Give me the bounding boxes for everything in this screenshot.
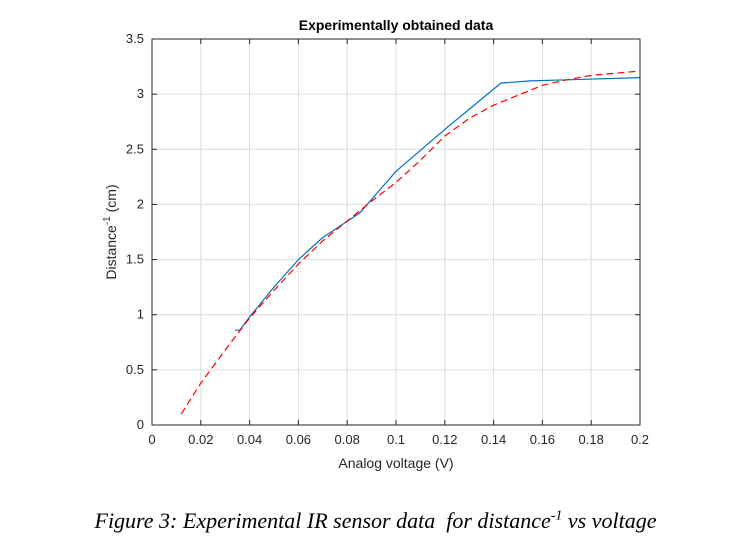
y-tick-label: 1 [137, 307, 144, 322]
x-tick-label: 0.1 [387, 432, 405, 447]
y-axis-title-text: Distance [103, 225, 119, 280]
x-tick-label: 0.06 [286, 432, 311, 447]
x-axis-title: Analog voltage (V) [338, 455, 453, 471]
x-tick-label: 0.2 [631, 432, 649, 447]
y-tick-label: 0.5 [126, 362, 144, 377]
measured-data-line [235, 77, 641, 331]
x-tick-label: 0.04 [237, 432, 262, 447]
x-tick-label: 0.16 [530, 432, 555, 447]
y-tick-labels: 0 0.5 1 1.5 2 2.5 3 3.5 [126, 31, 144, 432]
figure-caption: Figure 3: Experimental IR sensor data fo… [0, 508, 751, 534]
x-tick-label: 0 [148, 432, 155, 447]
caption-text-end: vs voltage [562, 508, 657, 533]
x-tick-label: 0.08 [335, 432, 360, 447]
y-axis-title: Distance-1 (cm) [102, 184, 119, 279]
x-tick-label: 0.12 [432, 432, 457, 447]
y-tick-label: 0 [137, 417, 144, 432]
y-axis-title-superscript: -1 [102, 216, 113, 225]
y-axis-title-unit: (cm) [103, 184, 119, 216]
x-tick-label: 0.18 [579, 432, 604, 447]
x-tick-label: 0.02 [188, 432, 213, 447]
caption-text: Figure 3: Experimental IR sensor data fo… [94, 508, 551, 533]
y-tick-label: 3 [137, 86, 144, 101]
x-tick-label: 0.14 [481, 432, 506, 447]
ticks [151, 38, 641, 426]
chart-title: Experimentally obtained data [299, 17, 494, 33]
x-tick-labels: 0 0.02 0.04 0.06 0.08 0.1 0.12 0.14 0.16 0.18 0.2 [148, 432, 649, 447]
fitted-curve-line [180, 70, 641, 415]
y-tick-label: 1.5 [126, 252, 144, 267]
y-tick-label: 3.5 [126, 31, 144, 46]
series-layer [180, 70, 641, 415]
caption-superscript: -1 [550, 508, 563, 524]
y-tick-label: 2 [137, 196, 144, 211]
y-tick-label: 2.5 [126, 141, 144, 156]
